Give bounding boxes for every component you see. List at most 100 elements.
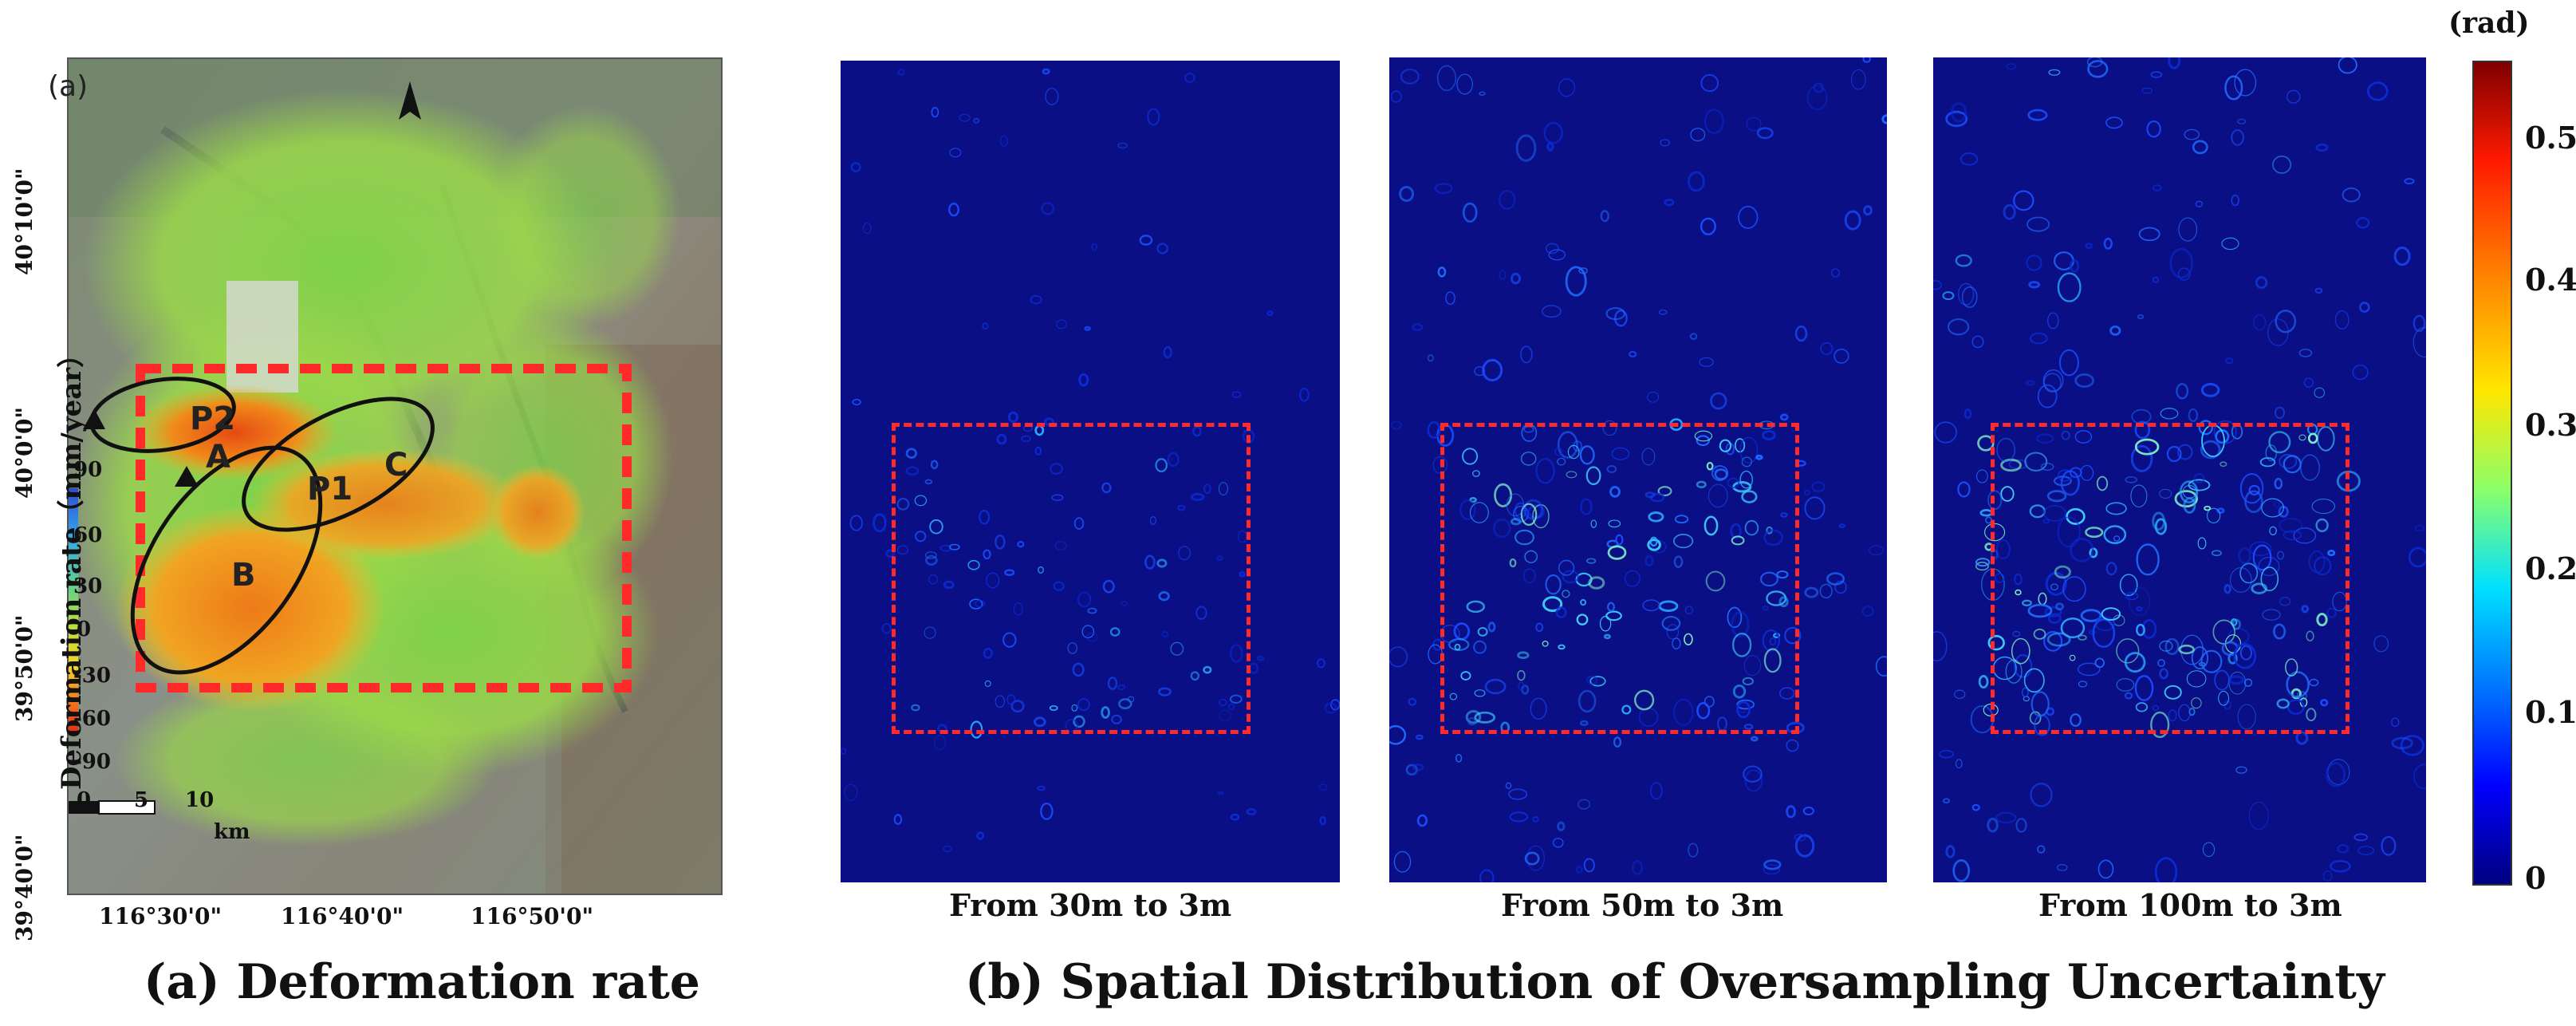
speckle-mark [1786, 805, 1796, 819]
speckle-mark [1546, 142, 1554, 152]
speckle-mark [1558, 559, 1575, 576]
scale-tick-0: 0 [77, 788, 92, 812]
speckle-mark [1558, 644, 1566, 650]
speckle-mark [1506, 493, 1525, 517]
speckle-mark [1648, 511, 1664, 523]
speckle-mark [2036, 433, 2054, 444]
speckle-mark [2337, 844, 2350, 854]
speckle-mark [1510, 518, 1522, 526]
speckle-mark [1731, 632, 1752, 657]
speckle-mark [1055, 319, 1068, 330]
speckle-mark [1391, 420, 1402, 430]
speckle-mark [2262, 609, 2281, 621]
speckle-mark [975, 599, 986, 608]
speckle-mark [2046, 632, 2071, 647]
speckle-mark [982, 322, 989, 330]
speckle-mark [1412, 323, 1424, 331]
speckle-mark [2113, 535, 2121, 542]
speckle-mark [2125, 476, 2138, 483]
speckle-mark [2015, 818, 2027, 833]
speckle-mark [2057, 516, 2081, 548]
speckle-mark [1700, 217, 1716, 235]
speckle-mark [1227, 703, 1235, 711]
speckle-mark [1167, 452, 1180, 468]
speckle-mark [2176, 444, 2193, 460]
speckle-mark [1177, 504, 1186, 511]
speckle-mark [1389, 725, 1407, 745]
speckle-mark [1578, 267, 1588, 274]
speckle-mark [1316, 658, 1325, 669]
speckle-mark [2300, 454, 2320, 481]
speckle-mark [1995, 573, 2005, 583]
speckle-mark [2188, 708, 2196, 716]
speckle-mark [1007, 411, 1018, 423]
speckle-mark [1462, 448, 1479, 465]
speckle-mark [1086, 632, 1098, 642]
speckle-mark [852, 398, 861, 406]
speckle-mark [905, 466, 920, 476]
speckle-mark [1067, 641, 1078, 654]
speckle-mark [948, 203, 959, 217]
speckle-mark [1987, 817, 1999, 833]
speckle-mark [1996, 437, 2016, 463]
speckle-mark [1532, 816, 1539, 823]
speckle-mark [1607, 602, 1615, 612]
speckle-mark [1778, 596, 1789, 608]
speckle-mark [1084, 326, 1091, 331]
speckle-mark [2105, 502, 2127, 515]
speckle-mark [2136, 623, 2145, 637]
region-label-b: B [231, 557, 256, 594]
speckle-mark [2218, 690, 2230, 706]
speckle-mark [2015, 589, 2022, 596]
speckle-mark [1266, 310, 1274, 316]
speckle-mark [2231, 195, 2239, 207]
speckle-mark [2176, 383, 2189, 400]
speckle-mark [1952, 858, 1971, 882]
speckle-mark [979, 509, 991, 525]
speckle-mark [2013, 190, 2034, 211]
speckle-mark [2027, 216, 2050, 232]
speckle-mark [2022, 599, 2032, 606]
lat-tick-39-40: 39°40'0" [11, 834, 37, 941]
speckle-mark [2393, 247, 2411, 266]
speckle-mark [1743, 655, 1762, 677]
speckle-mark [2012, 630, 2021, 637]
speckle-mark [1557, 457, 1566, 466]
speckle-mark [2193, 473, 2205, 483]
speckle-mark [1957, 282, 1975, 306]
speckle-mark [2233, 643, 2257, 669]
speckle-mark [2150, 711, 2170, 738]
speckle-mark [1465, 710, 1482, 724]
speckle-mark [2359, 302, 2370, 313]
speckle-mark [1763, 529, 1783, 547]
speckle-mark [2124, 652, 2146, 673]
speckle-mark [2157, 658, 2165, 667]
speckle-mark [1984, 523, 2006, 542]
speckle-mark [2070, 537, 2094, 562]
speckle-mark [1603, 633, 1611, 640]
speckle-mark [850, 162, 861, 173]
speckle-mark [2042, 373, 2062, 393]
speckle-mark [1746, 116, 1762, 132]
point-marker-p1 [175, 466, 199, 487]
speckle-mark [2168, 709, 2177, 722]
speckle-mark [2058, 349, 2079, 377]
speckle-mark [1474, 365, 1486, 377]
speckle-mark [1190, 671, 1199, 681]
speckle-mark [1050, 463, 1064, 475]
speckle-mark [1942, 291, 1955, 301]
speckle-mark [2192, 140, 2208, 155]
speckle-mark [2381, 835, 2397, 856]
speckle-mark [1945, 110, 1968, 128]
speckle-mark [1013, 602, 1023, 616]
speckle-mark [2119, 574, 2138, 597]
speckle-mark [2054, 565, 2071, 579]
speckle-mark [2342, 187, 2361, 203]
speckle-mark [2077, 662, 2101, 677]
speckle-mark [1615, 534, 1624, 546]
speckle-mark [1393, 850, 1412, 873]
speckle-mark [2116, 678, 2135, 692]
speckle-mark [1217, 791, 1224, 795]
speckle-mark [1661, 616, 1681, 631]
speckle-mark [1219, 709, 1231, 722]
